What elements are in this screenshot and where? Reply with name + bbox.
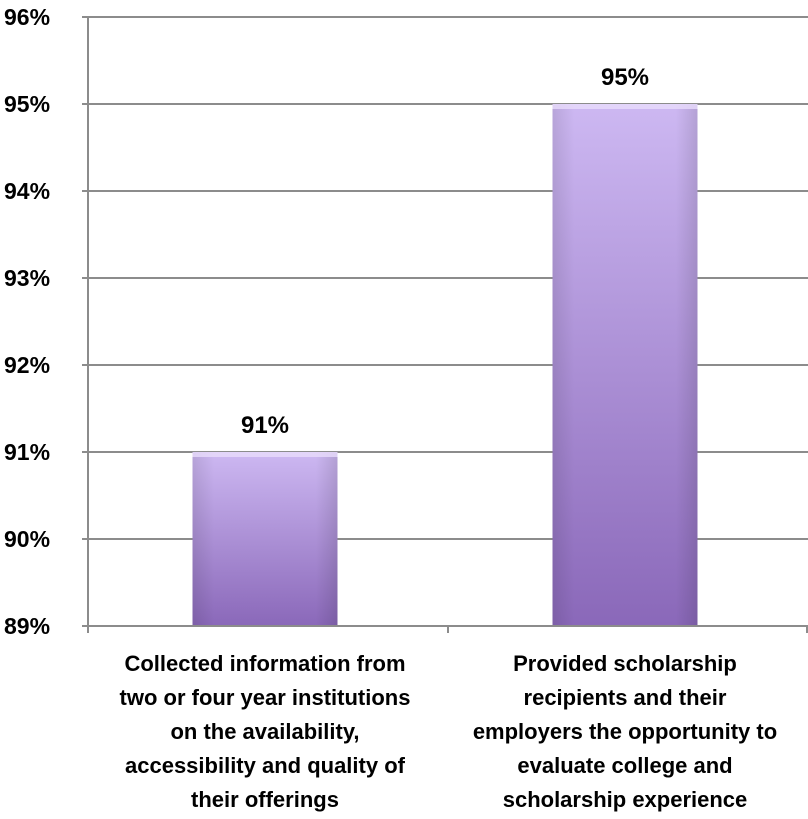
bar-top-highlight — [192, 452, 338, 457]
data-label: 95% — [601, 64, 649, 91]
y-tick-label: 95% — [4, 91, 50, 117]
y-axis-ticks: 89% 90% 91% 92% 93% 94% 95% 96% — [4, 4, 88, 639]
x-category-label: Provided scholarship recipients and thei… — [472, 651, 778, 812]
y-tick-label: 91% — [4, 439, 50, 465]
y-tick-label: 96% — [4, 4, 50, 30]
y-tick-label: 94% — [4, 178, 50, 204]
y-tick-label: 90% — [4, 526, 50, 552]
bars: 91% 95% — [192, 64, 698, 626]
x-category-label: Collected information from two or four y… — [119, 651, 411, 812]
y-tick-label: 93% — [4, 265, 50, 291]
axes — [87, 17, 808, 633]
data-label: 91% — [241, 412, 289, 439]
y-tick-label: 89% — [4, 613, 50, 639]
bar-shading — [192, 452, 338, 626]
y-tick-label: 92% — [4, 352, 50, 378]
bar-shading — [552, 104, 698, 626]
bar-top-highlight — [552, 104, 698, 109]
